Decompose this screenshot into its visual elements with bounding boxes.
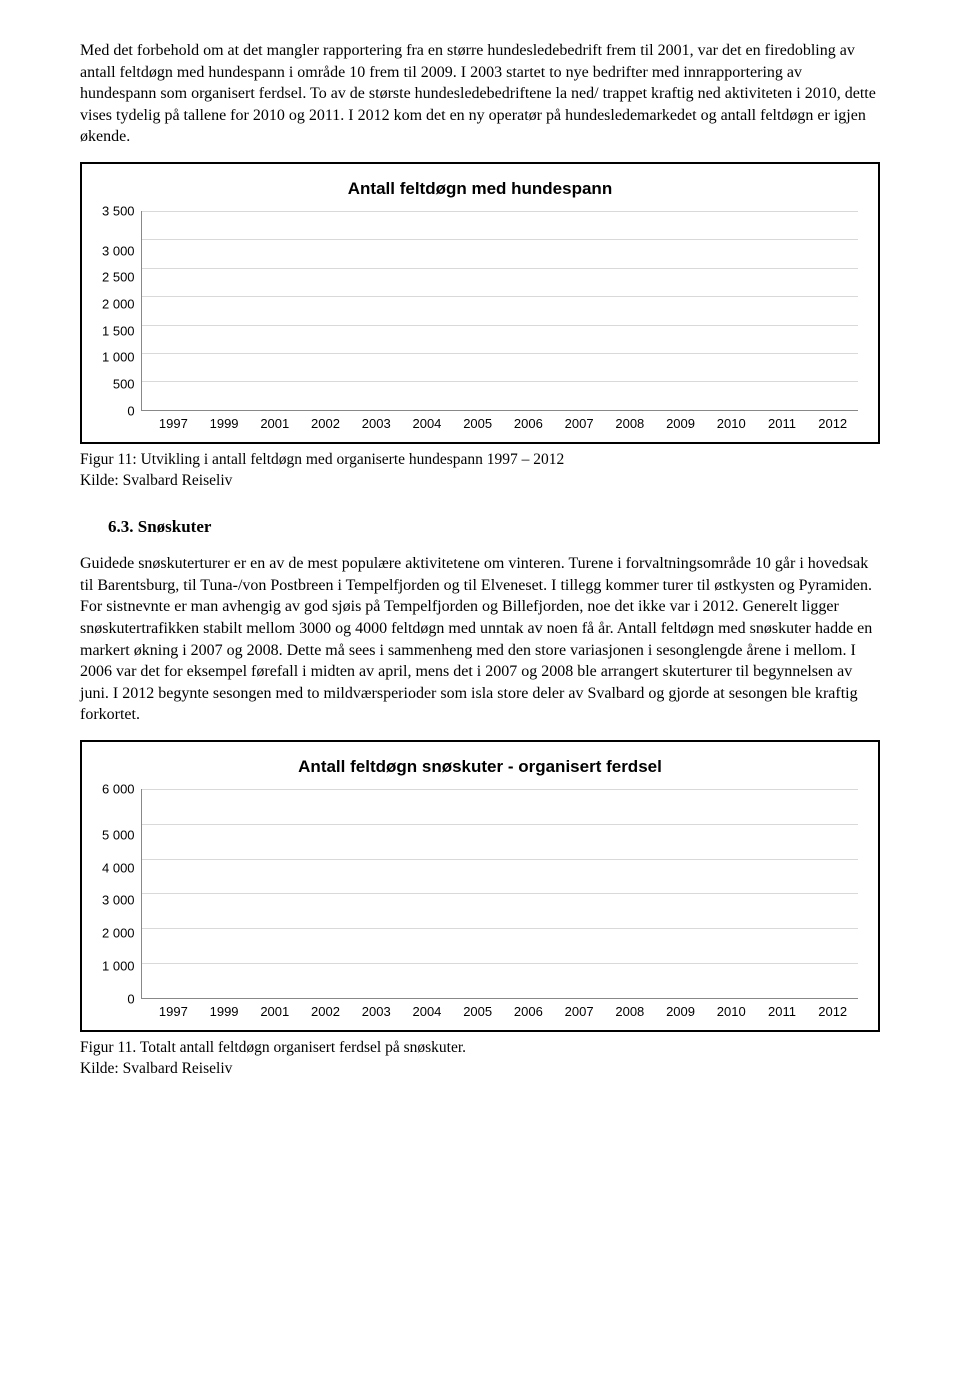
x-tick-label: 2011 <box>757 415 808 433</box>
section-heading-snoskuter: 6.3. Snøskuter <box>108 516 880 539</box>
x-tick-label: 2001 <box>249 1003 300 1021</box>
x-tick-label: 1999 <box>199 1003 250 1021</box>
gridline <box>142 211 858 212</box>
y-tick-label: 500 <box>113 378 135 391</box>
y-tick-label: 6 000 <box>102 782 135 795</box>
y-tick-label: 1 000 <box>102 960 135 973</box>
x-tick-label: 2009 <box>655 1003 706 1021</box>
x-tick-label: 1999 <box>199 415 250 433</box>
gridline <box>142 928 858 929</box>
y-tick-label: 3 000 <box>102 244 135 257</box>
x-tick-label: 2012 <box>807 1003 858 1021</box>
x-tick-label: 1997 <box>148 415 199 433</box>
x-tick-label: 2005 <box>452 1003 503 1021</box>
gridline <box>142 789 858 790</box>
x-tick-label: 2008 <box>604 1003 655 1021</box>
x-tick-label: 2010 <box>706 415 757 433</box>
gridline <box>142 296 858 297</box>
x-tick-label: 2007 <box>554 1003 605 1021</box>
x-tick-label: 2002 <box>300 1003 351 1021</box>
y-tick-label: 4 000 <box>102 861 135 874</box>
x-tick-label: 2010 <box>706 1003 757 1021</box>
x-tick-label: 2006 <box>503 415 554 433</box>
x-tick-label: 2004 <box>402 415 453 433</box>
y-tick-label: 5 000 <box>102 828 135 841</box>
x-tick-label: 2007 <box>554 415 605 433</box>
gridline <box>142 859 858 860</box>
chart1-caption: Figur 11: Utvikling i antall feltdøgn me… <box>80 450 880 492</box>
chart2-caption: Figur 11. Totalt antall feltdøgn organis… <box>80 1038 880 1080</box>
x-tick-label: 1997 <box>148 1003 199 1021</box>
y-tick-label: 2 500 <box>102 271 135 284</box>
gridline <box>142 824 858 825</box>
x-tick-label: 2011 <box>757 1003 808 1021</box>
caption1-line2: Kilde: Svalbard Reiseliv <box>80 471 880 492</box>
caption2-line2: Kilde: Svalbard Reiseliv <box>80 1059 880 1080</box>
x-tick-label: 2001 <box>249 415 300 433</box>
chart2-y-axis: 6 0005 0004 0003 0002 0001 0000 <box>102 789 141 999</box>
gridline <box>142 893 858 894</box>
x-tick-label: 2012 <box>807 415 858 433</box>
y-tick-label: 0 <box>127 992 134 1005</box>
chart2-plot <box>141 789 858 999</box>
x-tick-label: 2008 <box>604 415 655 433</box>
gridline <box>142 268 858 269</box>
gridline <box>142 353 858 354</box>
x-tick-label: 2005 <box>452 415 503 433</box>
y-tick-label: 2 000 <box>102 927 135 940</box>
y-tick-label: 2 000 <box>102 298 135 311</box>
chart-hundespann: Antall feltdøgn med hundespann 3 500 3 00… <box>80 162 880 444</box>
y-tick-label: 1 500 <box>102 324 135 337</box>
snoskuter-paragraph: Guidede snøskuterturer er en av de mest … <box>80 553 880 726</box>
chart1-y-axis: 3 5003 0002 5002 0001 5001 0005000 <box>102 211 141 411</box>
caption1-line1: Figur 11: Utvikling i antall feltdøgn me… <box>80 450 880 471</box>
y-tick-label: 1 000 <box>102 351 135 364</box>
y-tick-label: 3 500 <box>102 204 135 217</box>
chart2-title: Antall feltdøgn snøskuter - organisert f… <box>102 756 858 779</box>
chart1-x-axis: 1997199920012002200320042005200620072008… <box>102 415 858 433</box>
y-tick-label: 3 000 <box>102 894 135 907</box>
chart-snoskuter: Antall feltdøgn snøskuter - organisert f… <box>80 740 880 1032</box>
x-tick-label: 2009 <box>655 415 706 433</box>
x-tick-label: 2003 <box>351 415 402 433</box>
y-tick-label: 0 <box>127 404 134 417</box>
chart2-x-axis: 1997199920012002200320042005200620072008… <box>102 1003 858 1021</box>
x-tick-label: 2006 <box>503 1003 554 1021</box>
x-tick-label: 2004 <box>402 1003 453 1021</box>
gridline <box>142 381 858 382</box>
chart1-plot <box>141 211 858 411</box>
chart1-title: Antall feltdøgn med hundespann <box>102 178 858 201</box>
gridline <box>142 963 858 964</box>
x-tick-label: 2003 <box>351 1003 402 1021</box>
caption2-line1: Figur 11. Totalt antall feltdøgn organis… <box>80 1038 880 1059</box>
x-tick-label: 2002 <box>300 415 351 433</box>
gridline <box>142 325 858 326</box>
gridline <box>142 239 858 240</box>
intro-paragraph: Med det forbehold om at det mangler rapp… <box>80 40 880 148</box>
